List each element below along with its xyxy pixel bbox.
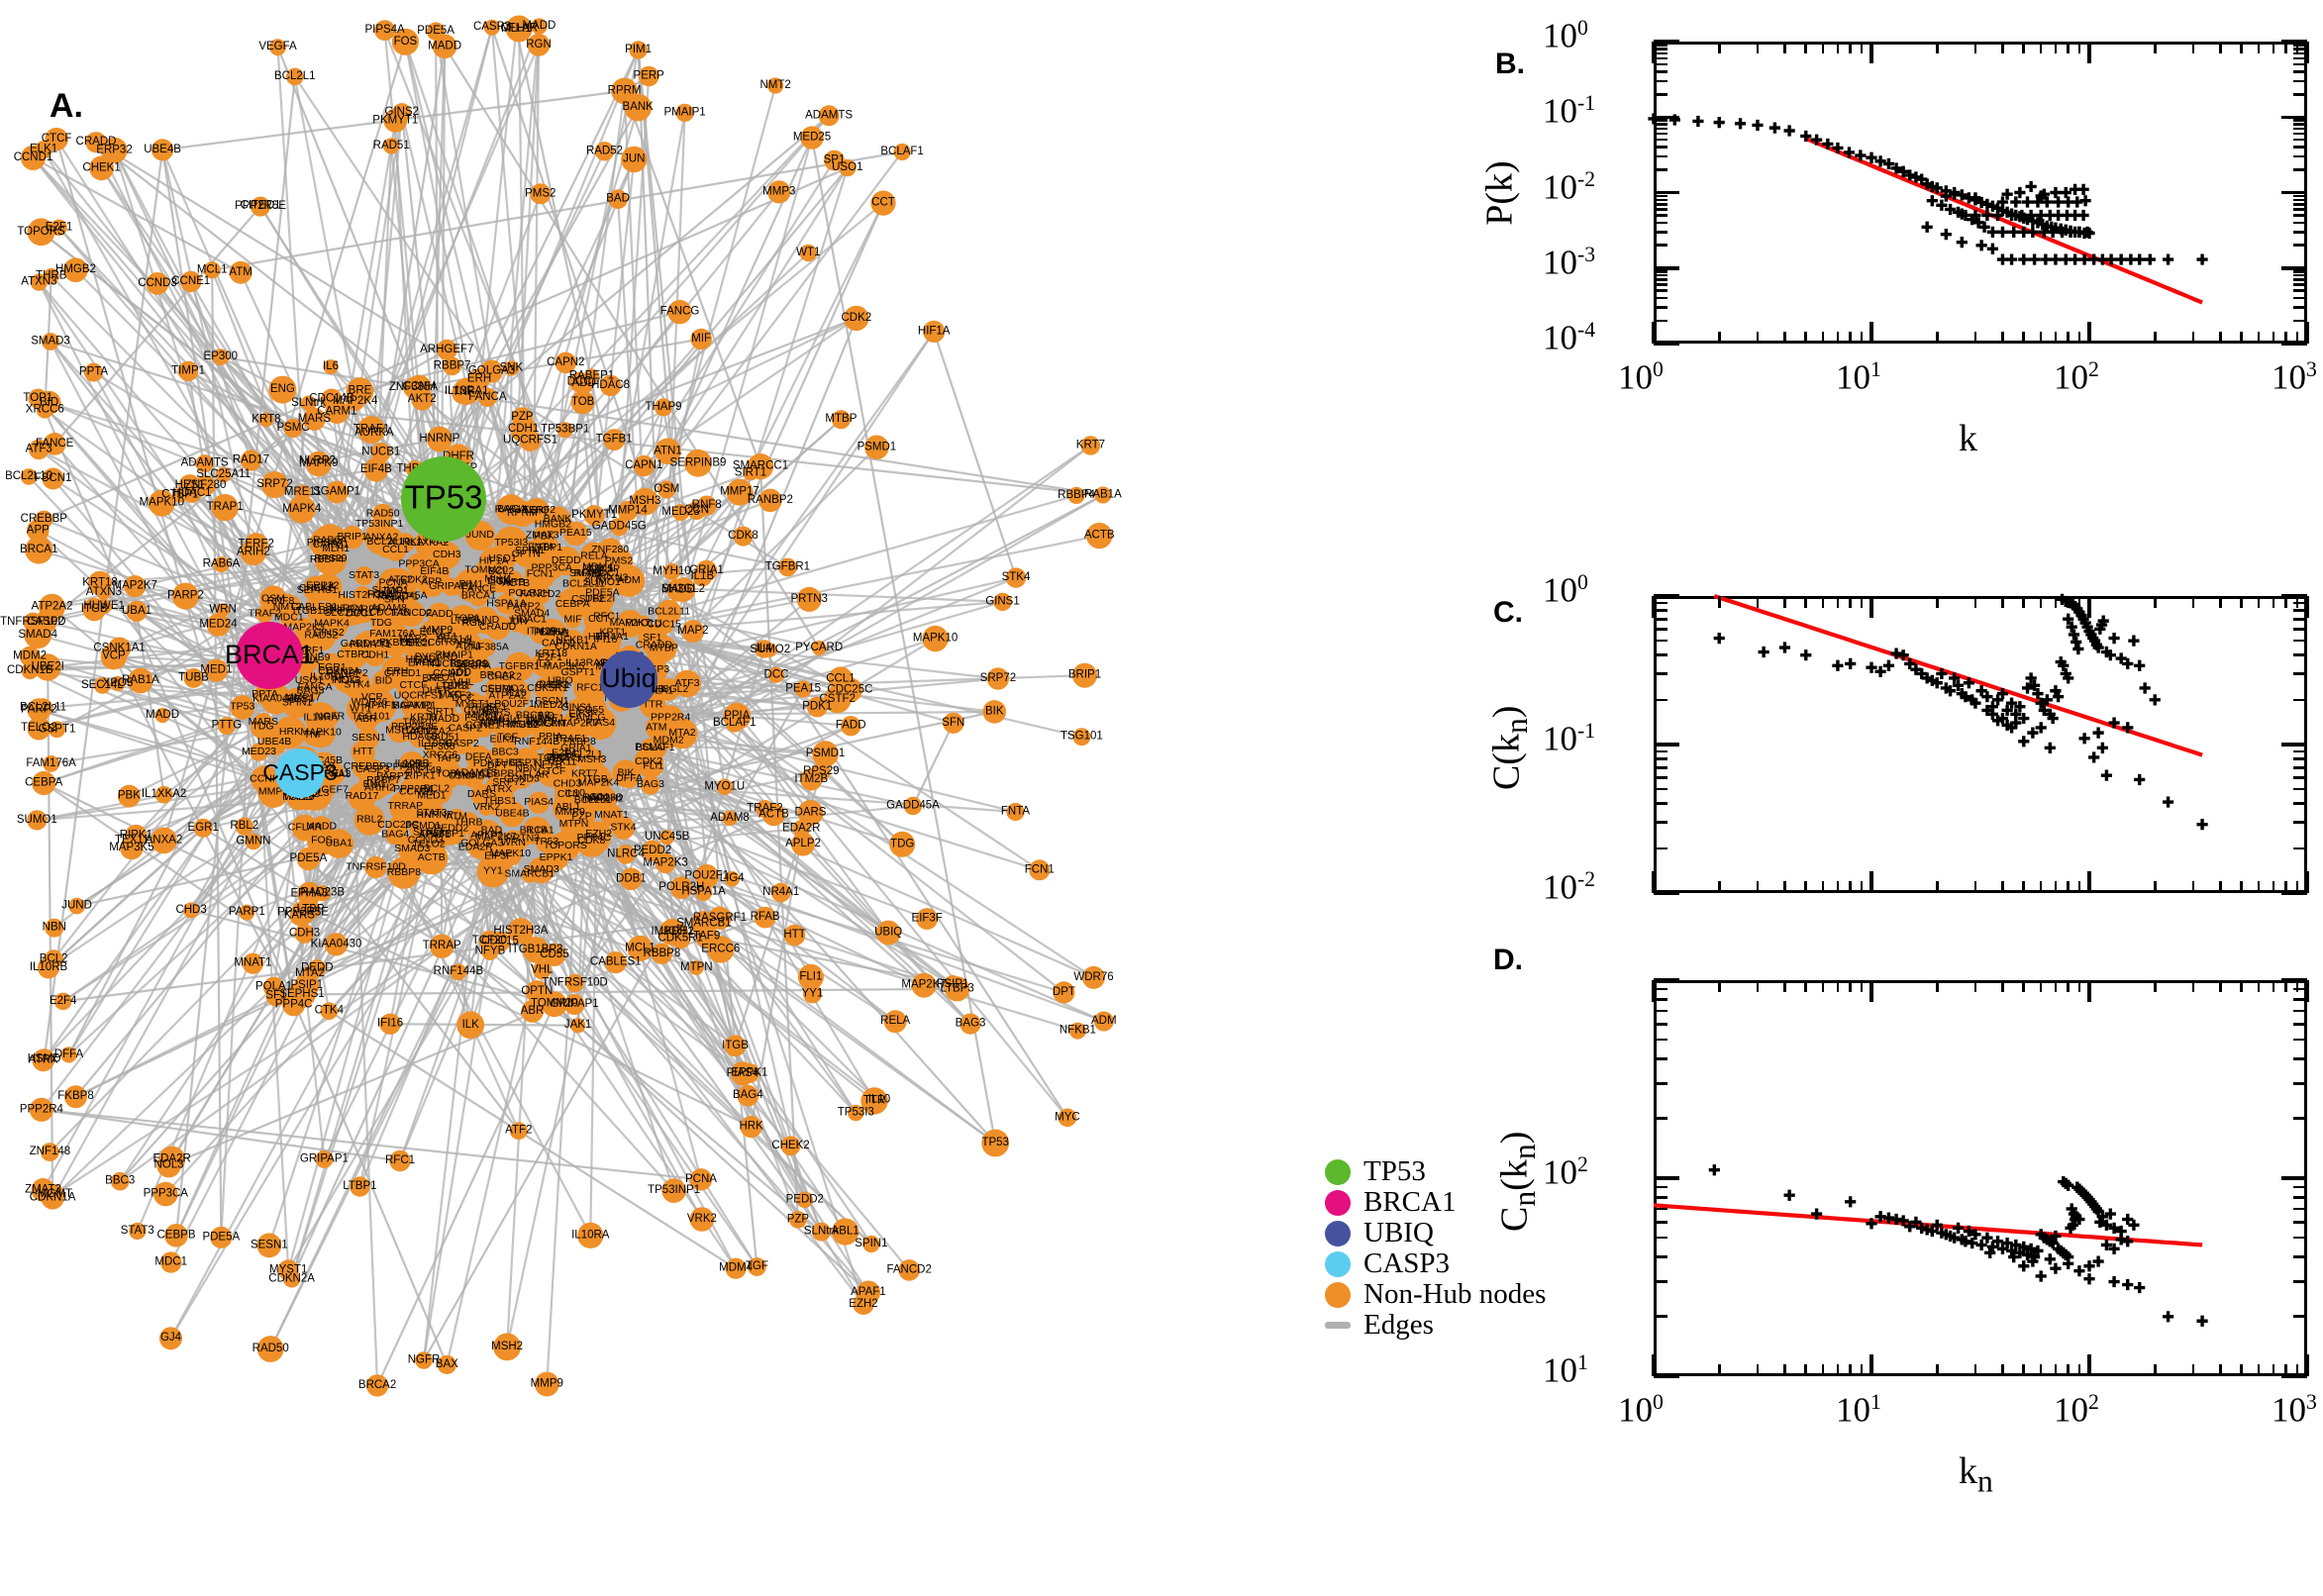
network-graph: TP53BRCA1UBIQCASP3MLH1ATMMSH2RAD50NBNRFC…: [0, 15, 1122, 1397]
panel-a-label: A.: [50, 87, 83, 125]
network-edge: [933, 331, 1018, 578]
network-edge: [912, 722, 955, 807]
panel-a-network: A. TP53BRCA1UBIQCASP3MLH1ATMMSH2RAD50NBN…: [0, 15, 1546, 1397]
network-edge: [41, 1108, 702, 1181]
